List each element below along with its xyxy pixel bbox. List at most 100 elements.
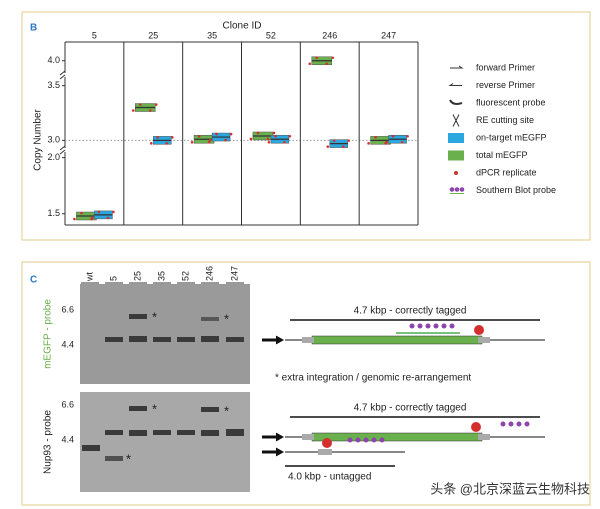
diagram-note: * extra integration / genomic re-arrange… [275,373,471,384]
legend-label: Southern Blot probe [476,185,556,195]
panel-label: B [30,23,37,34]
legend-label: dPCR replicate [476,167,537,177]
gel [80,284,250,384]
legend-label: total mEGFP [476,150,528,160]
replicate-dot [131,109,135,112]
replicate-dot [224,138,227,142]
replicate-dot [112,210,115,214]
probe-label: mEGFP - probe [43,299,54,369]
y-tick-label: 1.5 [47,208,60,218]
x-tick-label: 5 [92,30,97,40]
legend-icon [454,171,458,175]
replicate-dot [190,140,194,144]
size-label: 4.4 [61,434,74,444]
lane-label: 5 [108,276,118,281]
probe-label: Nup93 - probe [43,410,54,474]
replicate-dot [267,140,271,144]
replicate-dot [207,140,211,144]
size-label: 4.4 [61,339,74,349]
replicate-dot [385,140,388,144]
y-tick-label: 3.5 [47,80,60,90]
replicate-dot [256,131,260,135]
axis-break [59,145,66,155]
legend-icon [454,187,460,192]
replicate-dot [97,210,101,214]
gel-bands [82,314,244,461]
lane-label: 25 [132,271,142,281]
replicate-dot [154,103,158,106]
panel-frame [21,11,591,241]
replicate-dot [315,56,319,60]
gel [80,392,250,492]
legend-icon [459,187,465,192]
lane-label: 247 [229,266,239,281]
panel-label: C [30,275,37,286]
legend-icon [450,65,464,69]
panel-frame [21,261,591,506]
size-label: 6.6 [61,304,74,314]
asterisk: * [224,311,229,326]
lane-label: 246 [204,266,214,281]
diagram-label: 4.7 kbp - correctly tagged [354,306,467,317]
replicate-dot [138,103,142,106]
legend-label: on-target mEGFP [476,132,547,142]
legend-label: reverse Primer [476,80,535,90]
replicate-dot [367,142,370,145]
asterisk: * [152,309,157,324]
replicate-dot [165,142,169,145]
legend-icon [452,114,460,127]
replicate-dot [400,140,404,144]
asterisk: * [152,401,157,416]
replicate-dot [325,62,329,66]
x-tick-label: 247 [381,30,396,40]
x-tick-label: 52 [266,30,276,40]
replicate-dot [374,136,377,139]
asterisk: * [224,403,229,418]
axis-break [59,70,66,80]
y-tick-label: 3.0 [47,135,60,145]
x-tick-label: 246 [322,30,337,40]
lane-label: 52 [180,271,190,281]
legend-label: fluorescent probe [476,97,546,107]
legend-icon [449,187,455,192]
replicate-dot [406,134,409,138]
x-tick-label: 25 [148,30,158,40]
replicate-dot [215,132,218,136]
replicate-dot [341,145,345,148]
diagram-label: 4.0 kbp - untagged [288,472,371,483]
replicate-dot [149,142,153,145]
x-tick-label: 35 [207,30,217,40]
replicate-dot [331,56,335,60]
legend-icon [448,83,462,86]
legend-icon [449,99,463,105]
replicate-dot [274,134,277,138]
replicate-dot [272,131,276,135]
lane-label: wt [84,272,94,282]
replicate-dot [288,134,292,138]
legend-swatch [448,133,464,143]
replicate-dot [80,211,83,215]
replicate-dot [326,145,330,148]
lane-label: 35 [156,271,166,281]
size-label: 6.6 [61,399,74,409]
replicate-dot [197,134,201,138]
replicate-dot [91,216,94,220]
x-axis-title: Clone ID [223,21,262,32]
replicate-dot [283,140,286,144]
replicate-dot [332,139,336,142]
legend-swatch [448,150,464,161]
replicate-dot [148,109,152,112]
replicate-dot [229,132,233,136]
replicate-dot [106,216,110,220]
y-tick-label: 4.0 [47,55,60,65]
y-axis-title: Copy Number [33,108,44,170]
replicate-dot [170,136,174,139]
diagram-label: 4.7 kbp - correctly tagged [354,403,467,414]
replicate-dot [249,137,253,141]
legend-label: forward Primer [476,62,535,72]
asterisks: * * * * * [126,309,229,466]
asterisk: * [126,451,131,466]
replicate-dot [308,62,312,66]
y-tick-label: 2.0 [47,152,60,162]
